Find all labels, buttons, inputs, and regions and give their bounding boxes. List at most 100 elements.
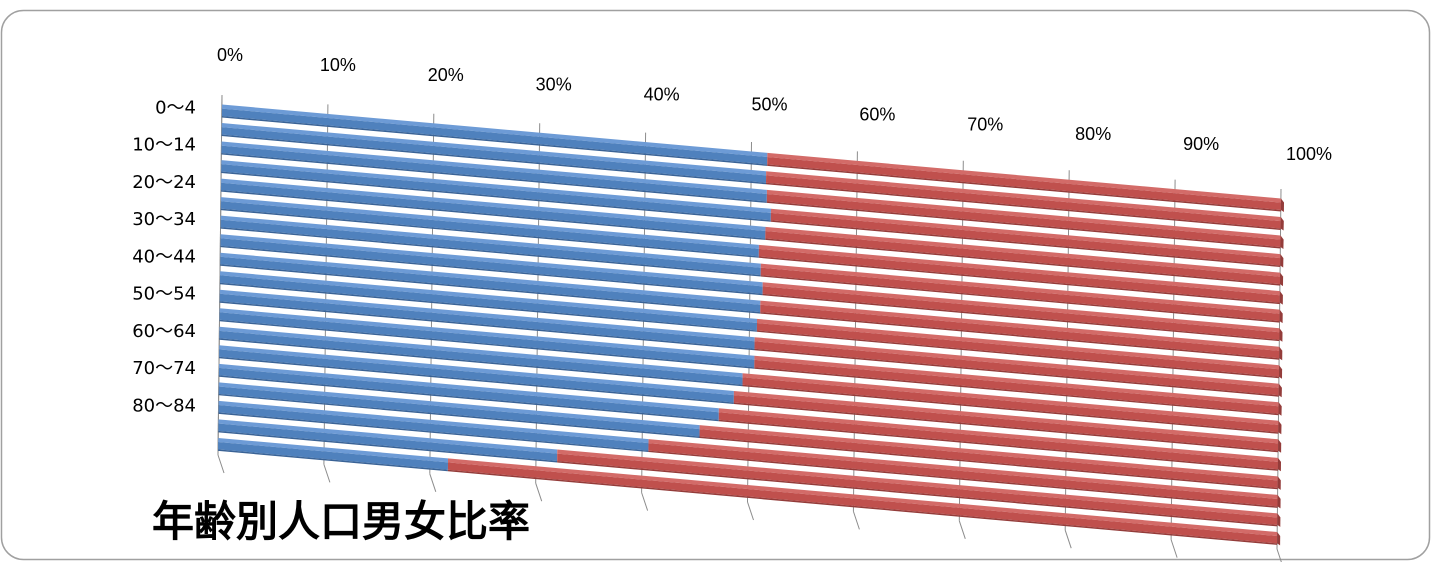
bars	[218, 104, 1284, 546]
bar-series1-side	[219, 338, 743, 387]
category-label: 70～74	[132, 358, 196, 379]
bar-series1	[220, 256, 761, 313]
bar-series2-side	[766, 182, 1281, 230]
x-tick-label: 100%	[1286, 144, 1332, 164]
bar-series1-top	[220, 252, 761, 305]
bar-series1-top	[219, 308, 755, 360]
bar-series2-side	[767, 164, 1281, 212]
tick-mark	[852, 511, 860, 530]
bar-series1-top	[219, 345, 734, 396]
bar-series1	[220, 238, 763, 294]
bar-series2	[762, 286, 1280, 340]
bar-end-cap	[1279, 365, 1283, 379]
bar-end-cap	[1279, 328, 1283, 342]
x-tick-label: 80%	[1075, 124, 1111, 144]
bar-series2-side	[742, 384, 1279, 434]
x-tick-label: 60%	[859, 104, 895, 124]
bar-end-cap	[1278, 402, 1282, 416]
bar-series2-top	[760, 300, 1280, 351]
bar-series1	[220, 201, 759, 257]
bar-end-cap	[1278, 439, 1282, 453]
bar-end-cap	[1279, 309, 1283, 324]
bar-series1	[219, 330, 743, 385]
bar-series2	[754, 341, 1279, 396]
bar-series2	[758, 248, 1280, 303]
bar-series1-side	[221, 171, 771, 222]
bar-series2-top	[718, 408, 1278, 462]
bar-series1-top	[219, 326, 743, 378]
bar-series2-side	[754, 367, 1279, 416]
bar-series1	[219, 349, 734, 403]
bar-series1-side	[218, 449, 448, 472]
tick-mark	[1276, 548, 1282, 562]
bar-series2-side	[733, 402, 1279, 453]
bar-series1	[219, 293, 755, 349]
x-tick-label: 90%	[1183, 134, 1219, 154]
bar-series1-top	[218, 400, 649, 444]
bar-series1-top	[218, 419, 558, 454]
bar-series1-side	[220, 227, 761, 277]
category-label: 60～64	[132, 321, 196, 342]
bar-series2-top	[766, 171, 1281, 222]
bar-series1	[219, 312, 755, 368]
bar-series2-side	[765, 238, 1280, 286]
bar-series1-top	[220, 271, 757, 323]
tick-mark	[1064, 530, 1072, 549]
category-label: 30～34	[132, 209, 196, 230]
bar-series1	[221, 164, 771, 221]
bar-series1-side	[219, 301, 755, 351]
bar-end-cap	[1279, 346, 1283, 361]
bar-series2	[760, 267, 1280, 322]
bar-end-cap	[1277, 494, 1281, 509]
bar-series1-side	[220, 245, 763, 296]
bar-end-cap	[1279, 291, 1283, 305]
bar-series2-top	[742, 373, 1279, 425]
bar-series2	[756, 323, 1279, 377]
bar-end-cap	[1280, 272, 1284, 287]
bar-series1-top	[221, 141, 767, 194]
bar-series2-side	[762, 293, 1280, 342]
bar-series1-side	[218, 412, 649, 452]
bar-series1-side	[218, 430, 558, 463]
bar-series1-top	[221, 123, 767, 176]
y-axis-categories: 0～4 10～14 20～24 30～34 40～44 50～54 60～64 70～74 80…	[132, 97, 196, 416]
tick-mark	[535, 483, 543, 502]
bar-series1-top	[219, 289, 755, 342]
bar-series2	[718, 412, 1278, 470]
bar-series2	[733, 395, 1279, 451]
bar-series1	[220, 219, 761, 276]
x-tick-label: 10%	[320, 55, 356, 75]
bar-series2-top	[754, 337, 1279, 388]
bar-series2	[766, 175, 1281, 229]
bar-series1	[218, 423, 558, 461]
bar-series1	[221, 127, 767, 183]
bar-series1-side	[220, 264, 761, 314]
category-label: 0～4	[155, 97, 196, 118]
bar-series2-side	[756, 330, 1279, 379]
bar-series1-top	[221, 178, 766, 231]
bar-series2-top	[448, 458, 1278, 536]
bar-series1	[221, 108, 768, 165]
x-tick-label: 50%	[751, 95, 787, 115]
bar-series1-side	[221, 116, 768, 166]
category-label: 10～14	[132, 135, 196, 156]
bar-series1-side	[219, 282, 757, 332]
bar-series1-top	[220, 215, 761, 268]
x-axis-ticks: 0% 10% 20% 30% 40% 50% 60% 70% 80% 90% 100%	[217, 45, 1332, 164]
x-tick-label: 20%	[428, 65, 464, 85]
tick-mark	[217, 454, 225, 474]
bar-series2-top	[754, 355, 1279, 407]
bar-series2	[754, 359, 1279, 414]
x-tick-label: 40%	[644, 85, 680, 105]
tick-mark	[323, 464, 331, 483]
bar-series2	[742, 377, 1279, 433]
bar-series1	[221, 182, 766, 239]
bar-series2-top	[757, 318, 1280, 370]
bar-series2-side	[770, 220, 1281, 267]
bar-series1-side	[218, 393, 700, 438]
category-label: 40～44	[132, 246, 196, 267]
bar-series2-top	[770, 208, 1281, 259]
x-tick-label: 30%	[536, 75, 572, 95]
bar-series1-side	[220, 208, 759, 258]
bar-series2	[765, 231, 1281, 285]
